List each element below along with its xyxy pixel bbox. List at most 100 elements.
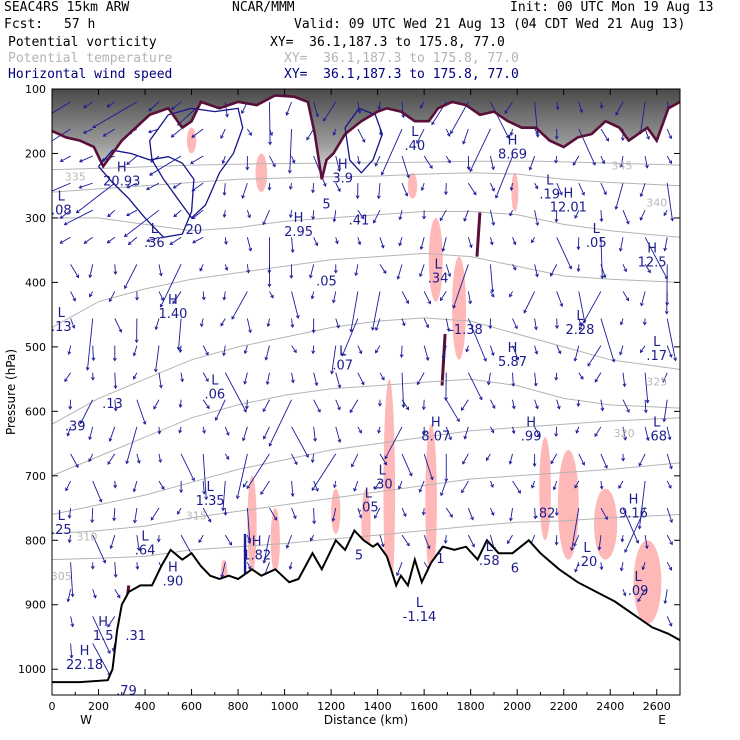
y-tick-label: 800 xyxy=(25,534,46,547)
wind-vector-head xyxy=(69,654,74,659)
wind-vector xyxy=(126,155,138,165)
valid-time: Valid: 09 UTC Wed 21 Aug 13 (04 CDT Wed … xyxy=(294,17,686,32)
wind-vector xyxy=(445,535,447,544)
wind-vector xyxy=(107,209,116,217)
wind-vector xyxy=(357,426,362,434)
extremum-value: 5 xyxy=(355,549,363,564)
wind-vector-head xyxy=(337,384,342,389)
wind-vector-head xyxy=(153,405,157,410)
wind-vector-head xyxy=(461,407,465,411)
wind-vector xyxy=(490,345,494,356)
pv-blob xyxy=(593,488,618,560)
wind-vector-head xyxy=(317,408,321,413)
wind-vector xyxy=(126,426,138,464)
stratosphere-fill xyxy=(52,89,680,180)
wind-vector-head xyxy=(599,566,604,571)
wind-vector-head xyxy=(79,420,84,425)
wind-vector-head xyxy=(78,185,83,189)
wind-vector xyxy=(215,399,226,421)
wind-vector-head xyxy=(246,485,251,490)
wind-vector-head xyxy=(594,433,599,438)
wind-vector xyxy=(323,101,337,122)
wind-vector xyxy=(534,182,538,189)
wind-vector-head xyxy=(528,166,533,171)
wind-vector xyxy=(666,318,677,361)
wind-vector xyxy=(246,534,251,544)
wind-vector xyxy=(286,101,292,116)
wind-vector-head xyxy=(380,244,385,249)
wind-vector-head xyxy=(456,418,460,423)
extremum-value: 22.18 xyxy=(66,658,103,673)
wind-vector-head xyxy=(645,399,650,404)
wind-vector xyxy=(378,426,381,433)
wind-vector-head xyxy=(568,265,573,270)
wind-vector xyxy=(381,128,403,175)
wind-vector-head xyxy=(489,241,494,246)
theta-contour-315 xyxy=(52,417,680,515)
extremum-marker: H xyxy=(431,415,441,430)
wind-vector-head xyxy=(224,241,228,245)
wind-vector-head xyxy=(405,300,409,305)
wind-vector xyxy=(594,372,602,383)
wind-vector xyxy=(642,562,646,570)
wind-vector-head xyxy=(172,185,177,189)
wind-vector xyxy=(490,291,495,298)
wind-vector-head xyxy=(126,212,130,217)
wind-vector-head xyxy=(98,498,103,503)
wind-vector-head xyxy=(443,540,448,544)
wind-vector xyxy=(313,372,318,386)
wind-vector xyxy=(309,264,315,278)
wind-vector xyxy=(578,318,582,326)
wind-vector-head xyxy=(133,519,137,524)
wind-vector-head xyxy=(635,539,640,544)
wind-vector xyxy=(622,426,626,441)
wind-vector-head xyxy=(323,117,327,122)
wind-vector-head xyxy=(290,249,295,254)
wind-vector-head xyxy=(554,512,559,517)
wind-vector-head xyxy=(132,352,137,357)
wind-vector xyxy=(335,372,341,388)
pv-blob xyxy=(383,379,396,605)
wind-vector xyxy=(331,345,337,374)
wind-vector-head xyxy=(310,537,314,542)
wind-vector-head xyxy=(603,191,607,196)
wind-vector-head xyxy=(177,511,181,515)
wind-vector-head xyxy=(132,488,137,493)
wind-vector xyxy=(379,534,384,547)
wind-vector-head xyxy=(452,304,456,309)
wind-vector-head xyxy=(285,544,290,549)
wind-vector-head xyxy=(383,461,387,466)
wind-vector-head xyxy=(361,381,365,386)
wind-vector xyxy=(134,507,138,523)
wind-vector-head xyxy=(490,484,494,488)
wind-vector-head xyxy=(450,130,454,135)
y-tick-label: 100 xyxy=(25,83,46,96)
wind-vector-head xyxy=(243,408,247,413)
wind-vector xyxy=(512,399,515,409)
terrain xyxy=(52,528,680,695)
extremum-value: 20.93 xyxy=(103,175,140,190)
wind-vector xyxy=(179,345,182,353)
wind-vector-head xyxy=(425,357,430,361)
wind-vector-head xyxy=(46,115,49,118)
wind-vector-head xyxy=(581,191,585,196)
wind-vector xyxy=(158,372,162,388)
wind-vector-head xyxy=(107,650,111,654)
wind-vector xyxy=(600,399,604,411)
wind-vector xyxy=(638,480,646,529)
wind-vector xyxy=(445,128,451,137)
wind-vector-head xyxy=(146,186,150,191)
wind-vector-head xyxy=(669,541,673,546)
wind-vector xyxy=(306,128,315,141)
wind-vector xyxy=(638,453,646,466)
wind-vector-head xyxy=(574,215,578,219)
wind-vector xyxy=(573,534,580,547)
wind-vector-head xyxy=(509,132,514,136)
wind-vector-head xyxy=(536,433,541,438)
wind-vector xyxy=(192,236,204,244)
wind-vector-head xyxy=(88,274,93,279)
wind-vector xyxy=(574,480,580,488)
extremum-value: 1.5 xyxy=(93,629,114,644)
wind-vector-head xyxy=(430,476,434,481)
wind-vector-head xyxy=(223,512,228,516)
